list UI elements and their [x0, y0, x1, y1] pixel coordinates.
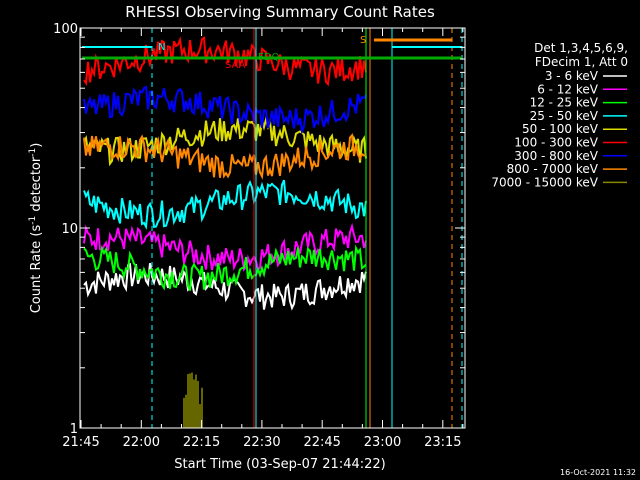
legend-label: 50 - 100 keV: [522, 122, 599, 136]
footer-timestamp: 16-Oct-2021 11:32: [560, 468, 636, 477]
x-tick-label: 23:15: [424, 435, 461, 450]
legend-title-line-2: FDecim 1, Att 0: [535, 55, 628, 69]
legend: Det 1,3,4,5,6,9, FDecim 1, Att 0 3 - 6 k…: [491, 41, 628, 189]
legend-label: 300 - 800 keV: [514, 149, 598, 163]
x-tick-label: 22:15: [183, 435, 220, 450]
flag-label: FDQ: [258, 52, 279, 63]
x-axis-label: Start Time (03-Sep-07 21:44:22): [174, 457, 385, 472]
legend-label: 6 - 12 keV: [537, 82, 599, 96]
y-tick-label: 10: [61, 222, 78, 237]
y-axis-label-sup: -1: [28, 216, 38, 225]
data-layer: N S SAA FDQ: [82, 28, 463, 428]
series-line: [83, 244, 367, 291]
flag-label: N: [158, 42, 165, 53]
legend-label: 100 - 300 keV: [514, 136, 598, 150]
x-tick-label: 22:00: [123, 435, 160, 450]
y-axis-label-tail: detector: [29, 156, 44, 216]
y-axis-label: Count Rate (s-1 detector-1): [28, 143, 44, 314]
x-tick-label: 22:45: [303, 435, 340, 450]
series-line: [83, 179, 367, 230]
series-line: [83, 132, 367, 180]
y-axis-ticks: 1 10 100: [53, 22, 465, 437]
x-tick-label: 23:00: [364, 435, 401, 450]
legend-label: 800 - 7000 keV: [507, 162, 599, 176]
x-axis-ticks: 21:45 22:00 22:15 22:30 22:45 23:00 23:15: [62, 28, 464, 450]
x-tick-label: 22:30: [243, 435, 280, 450]
legend-label: 3 - 6 keV: [545, 69, 599, 83]
y-tick-label: 100: [53, 22, 78, 37]
x-tick-label: 21:45: [62, 435, 99, 450]
legend-title-line-1: Det 1,3,4,5,6,9,: [534, 41, 628, 55]
legend-label: 7000 - 15000 keV: [491, 175, 598, 189]
series-line: [83, 36, 367, 87]
flag-label: SAA: [225, 60, 246, 71]
legend-label: 25 - 50 keV: [530, 109, 599, 123]
series-line: [83, 85, 367, 136]
y-axis-label-main: Count Rate (s: [29, 225, 44, 314]
series-line: [83, 262, 367, 311]
y-tick-label: 1: [70, 422, 78, 437]
y-axis-label-sup-2: -1: [28, 148, 38, 157]
chart-title: RHESSI Observing Summary Count Rates: [125, 3, 435, 21]
legend-label: 12 - 25 keV: [530, 96, 599, 110]
y-axis-label-end: ): [29, 143, 44, 148]
flag-label: S: [360, 35, 366, 46]
